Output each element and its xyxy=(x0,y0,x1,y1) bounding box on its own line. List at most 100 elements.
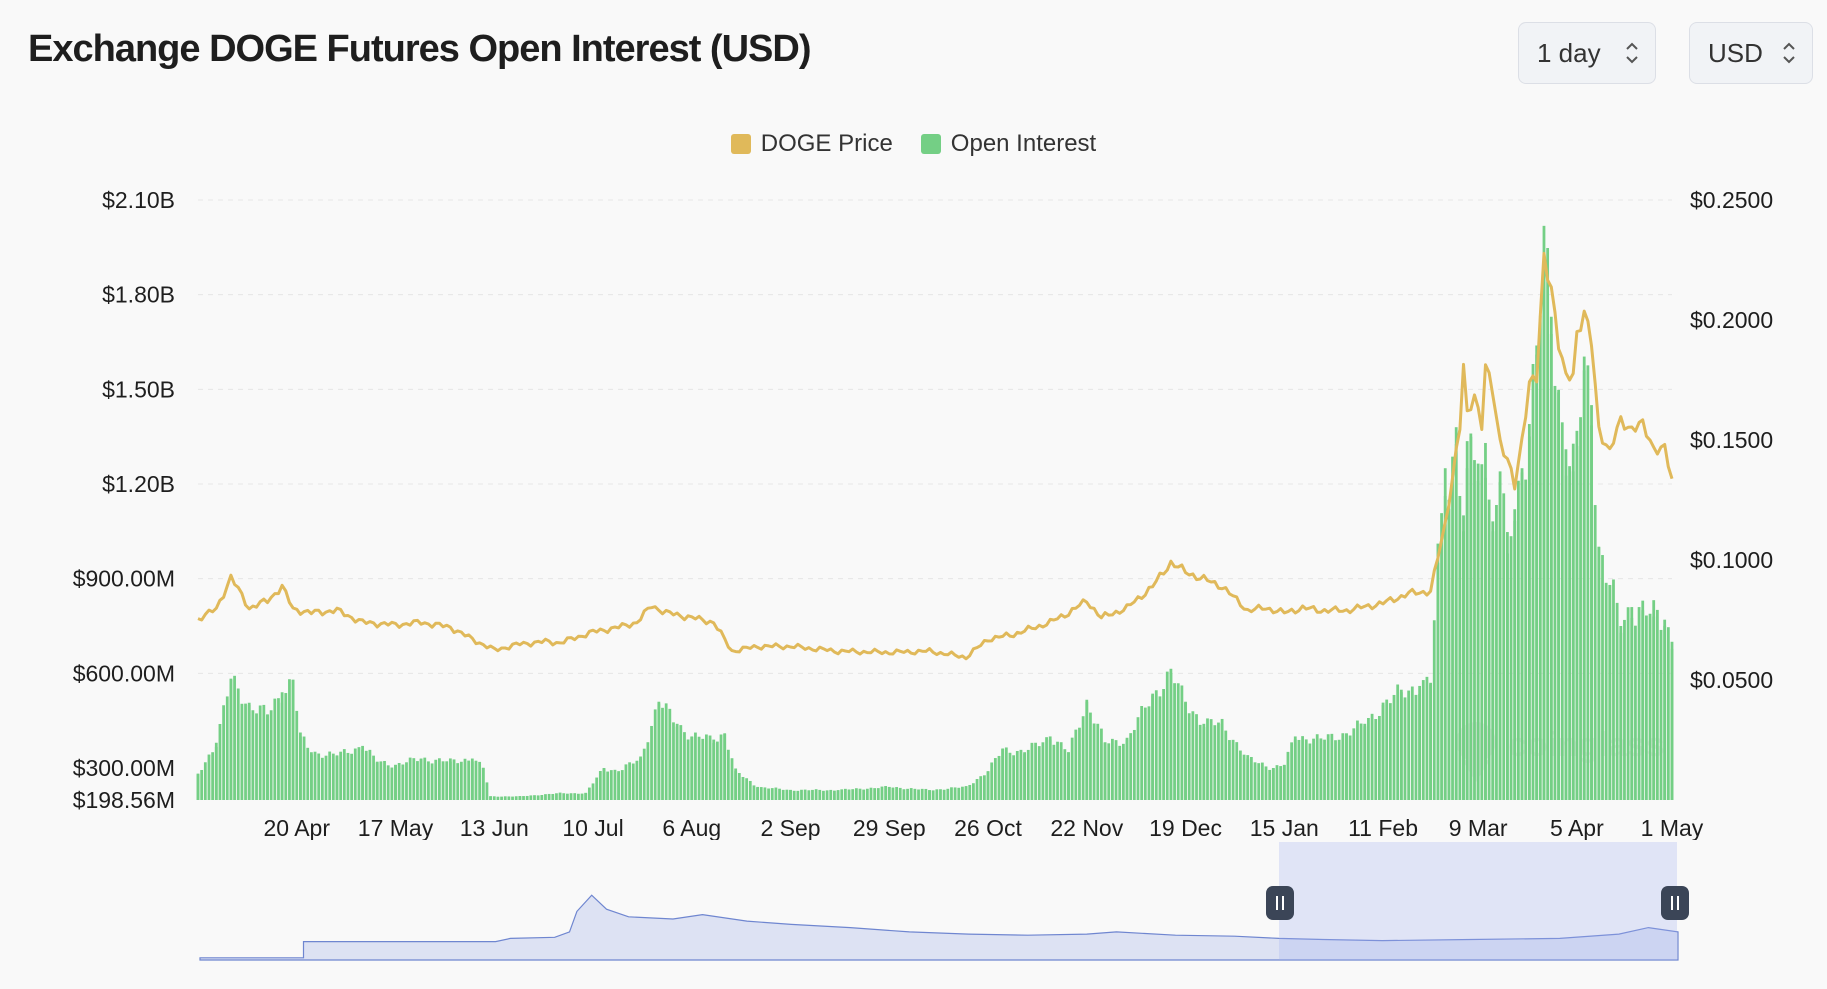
open-interest-bar xyxy=(1498,471,1502,800)
open-interest-bar xyxy=(1597,547,1601,800)
open-interest-bar xyxy=(1392,694,1396,800)
open-interest-bar xyxy=(1374,719,1378,800)
open-interest-bar xyxy=(715,741,719,800)
open-interest-bar xyxy=(624,764,628,800)
currency-select[interactable]: USD xyxy=(1689,22,1813,84)
open-interest-bar xyxy=(1538,315,1542,800)
open-interest-bar xyxy=(1169,673,1173,800)
open-interest-bar xyxy=(920,788,924,800)
open-interest-bar xyxy=(814,789,818,800)
open-interest-bar xyxy=(734,771,738,800)
open-interest-bar xyxy=(800,789,803,800)
open-interest-bar xyxy=(708,735,712,800)
legend-swatch-doge-price xyxy=(730,134,751,154)
open-interest-bar xyxy=(375,761,379,800)
open-interest-bar xyxy=(675,723,679,800)
legend-item-open-interest[interactable]: Open Interest xyxy=(920,130,1096,158)
open-interest-bar xyxy=(1162,689,1165,800)
open-interest-bar xyxy=(1282,764,1286,800)
open-interest-bar xyxy=(752,785,756,800)
open-interest-bar xyxy=(1096,723,1100,800)
open-interest-bar xyxy=(1608,584,1612,800)
legend-item-doge-price[interactable]: DOGE Price xyxy=(730,130,893,158)
open-interest-bar xyxy=(1165,671,1169,800)
open-interest-bar xyxy=(284,693,288,800)
x-axis-tick-label: 17 May xyxy=(358,815,434,840)
open-interest-bar xyxy=(1111,738,1114,800)
open-interest-bar xyxy=(1330,733,1334,800)
left-axis-tick-label: $2.10B xyxy=(102,187,175,213)
open-interest-bar xyxy=(1652,616,1656,800)
right-axis-tick-label: $0.0500 xyxy=(1690,667,1773,693)
open-interest-bar xyxy=(1542,256,1546,800)
open-interest-bar xyxy=(1312,738,1315,800)
open-interest-bar xyxy=(653,709,657,800)
chart-grid xyxy=(198,199,1672,674)
open-interest-bar xyxy=(851,789,855,800)
open-interest-bar xyxy=(514,796,518,800)
navigator-right-handle[interactable] xyxy=(1661,886,1689,920)
open-interest-bar xyxy=(1506,553,1509,800)
open-interest-bar xyxy=(1410,686,1414,800)
open-interest-bar xyxy=(1015,750,1019,800)
open-interest-bar xyxy=(833,790,836,800)
open-interest-bar xyxy=(518,796,522,800)
interval-select[interactable]: 1 day xyxy=(1518,22,1656,84)
open-interest-bar xyxy=(251,710,255,800)
open-interest-bar xyxy=(1637,607,1641,800)
open-interest-bar xyxy=(1356,720,1359,800)
open-interest-bar xyxy=(591,783,595,800)
open-interest-bar xyxy=(1388,703,1392,800)
open-interest-bar xyxy=(1034,742,1037,800)
navigator-selection[interactable] xyxy=(1279,842,1677,960)
x-axis-tick-label: 29 Sep xyxy=(853,815,926,840)
open-interest-bar xyxy=(324,755,328,800)
open-interest-bar xyxy=(273,698,277,800)
open-interest-bar xyxy=(1173,683,1176,800)
open-interest-bar xyxy=(507,796,511,800)
open-interest-bar xyxy=(906,788,909,800)
open-interest-bar xyxy=(350,753,354,800)
open-interest-bar xyxy=(386,765,390,800)
open-interest-bar xyxy=(496,796,500,800)
open-interest-bar xyxy=(1407,690,1411,800)
open-interest-bar xyxy=(1516,480,1520,800)
open-interest-bar xyxy=(690,736,694,800)
open-interest-bar xyxy=(353,748,357,800)
x-axis-tick-label: 9 Mar xyxy=(1449,815,1508,840)
open-interest-bar xyxy=(214,742,218,800)
open-interest-bar xyxy=(865,788,869,800)
open-interest-bar xyxy=(1495,505,1498,800)
open-interest-bar xyxy=(1385,699,1389,800)
open-interest-bar xyxy=(705,734,708,800)
open-interest-bar xyxy=(1070,737,1074,800)
open-interest-bar xyxy=(405,762,408,800)
open-interest-bar xyxy=(1107,743,1111,800)
open-interest-bar xyxy=(756,786,759,800)
open-interest-bar xyxy=(961,786,964,800)
open-interest-bar xyxy=(1615,602,1619,800)
open-interest-bar xyxy=(463,758,467,800)
open-interest-bar xyxy=(1663,619,1667,800)
open-interest-bar xyxy=(1454,427,1458,800)
open-interest-bar xyxy=(745,778,749,800)
open-interest-bar xyxy=(536,795,540,800)
open-interest-bar xyxy=(1425,676,1429,800)
open-interest-bar xyxy=(1202,723,1206,800)
open-interest-bar xyxy=(1004,747,1008,800)
open-interest-bar xyxy=(445,761,449,800)
main-chart[interactable]: coinglass $2.10B $1.80B $1.50B $1.20B $900.0… xyxy=(0,0,1827,840)
open-interest-bar xyxy=(218,723,222,800)
open-interest-bar xyxy=(1381,704,1385,800)
open-interest-bar xyxy=(573,793,577,800)
open-interest-bar xyxy=(456,763,460,800)
open-interest-bar xyxy=(712,739,716,800)
navigator-left-handle[interactable] xyxy=(1266,886,1294,920)
open-interest-bar xyxy=(1619,625,1623,800)
open-interest-bar xyxy=(1151,695,1155,800)
open-interest-bar xyxy=(1209,719,1213,800)
open-interest-bar xyxy=(503,796,507,800)
open-interest-bar xyxy=(898,787,902,800)
right-axis-tick-label: $0.2500 xyxy=(1690,187,1773,213)
